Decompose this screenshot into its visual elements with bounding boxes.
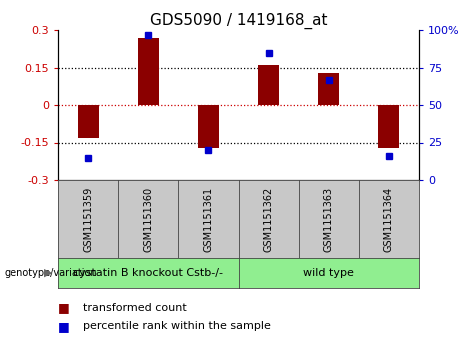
Bar — [138, 37, 159, 105]
Bar — [198, 105, 219, 147]
Bar — [378, 105, 399, 147]
Text: cystatin B knockout Cstb-/-: cystatin B knockout Cstb-/- — [73, 268, 223, 278]
Text: percentile rank within the sample: percentile rank within the sample — [83, 321, 271, 331]
Text: GSM1151362: GSM1151362 — [264, 186, 273, 252]
Text: wild type: wild type — [303, 268, 354, 278]
Text: GSM1151359: GSM1151359 — [83, 186, 93, 252]
Text: GSM1151364: GSM1151364 — [384, 187, 394, 252]
Bar — [258, 65, 279, 105]
Text: ■: ■ — [58, 301, 70, 314]
Text: transformed count: transformed count — [83, 303, 187, 313]
Bar — [77, 105, 99, 138]
Text: GSM1151361: GSM1151361 — [203, 187, 213, 252]
Title: GDS5090 / 1419168_at: GDS5090 / 1419168_at — [150, 12, 327, 29]
Text: GSM1151360: GSM1151360 — [143, 187, 153, 252]
Text: ▶: ▶ — [44, 268, 53, 278]
Bar — [318, 73, 339, 105]
Text: ■: ■ — [58, 319, 70, 333]
Text: GSM1151363: GSM1151363 — [324, 187, 334, 252]
Text: genotype/variation: genotype/variation — [5, 268, 97, 278]
